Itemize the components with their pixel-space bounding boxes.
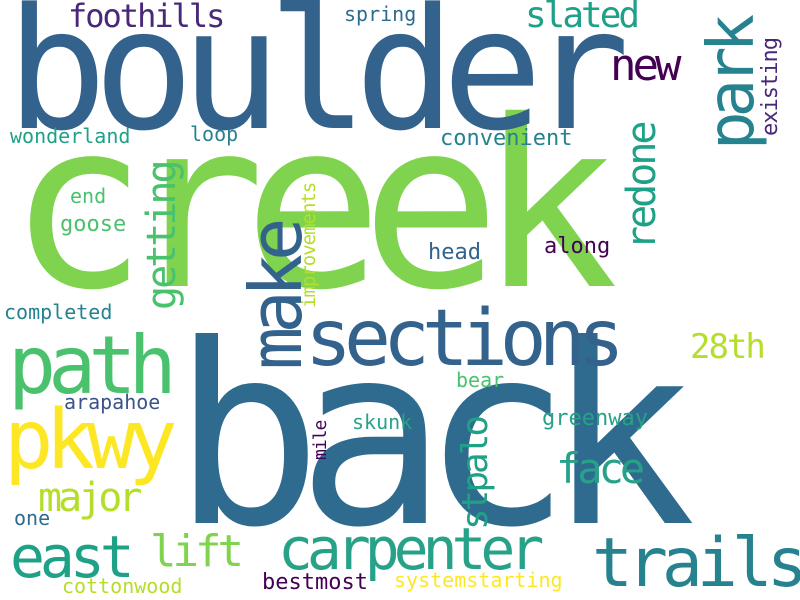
word-improvements: improvements: [298, 182, 320, 308]
word-trails: trails: [592, 524, 800, 600]
word-arapahoe: arapahoe: [64, 390, 161, 414]
word-along: along: [544, 234, 611, 259]
word-east: east: [10, 523, 135, 591]
word-stpalo: stpalo: [455, 417, 496, 530]
word-boulder: boulder: [6, 0, 630, 168]
word-slated: slated: [525, 0, 640, 36]
word-goose: goose: [60, 212, 127, 237]
word-new: new: [610, 40, 682, 91]
word-sections: sections: [305, 294, 625, 384]
word-getting: getting: [139, 162, 185, 310]
word-major: major: [38, 475, 142, 521]
word-path: path: [8, 319, 177, 412]
word-spring: spring: [344, 2, 417, 26]
word-redone: redone: [619, 123, 665, 251]
word-park: park: [695, 19, 769, 150]
word-pkwy: pkwy: [4, 393, 178, 488]
word-back: back: [172, 291, 696, 582]
word-carpenter: carpenter: [278, 515, 544, 583]
word-end: end: [70, 184, 107, 208]
word-foothills: foothills: [68, 0, 225, 35]
word-bear: bear: [456, 368, 505, 392]
word-lift: lift: [150, 526, 244, 577]
word-cottonwood: cottonwood: [62, 574, 183, 598]
word-systemstarting: systemstarting: [394, 568, 563, 592]
word-28th: 28th: [690, 327, 766, 367]
word-greenway: greenway: [542, 406, 648, 431]
word-creek: creek: [8, 71, 618, 341]
word-convenient: convenient: [440, 126, 573, 151]
word-head: head: [428, 240, 481, 265]
word-one: one: [14, 506, 51, 530]
word-mile: mile: [310, 420, 331, 460]
word-loop: loop: [190, 122, 239, 146]
word-wonderland: wonderland: [10, 124, 131, 148]
word-completed: completed: [4, 300, 113, 324]
word-skunk: skunk: [352, 410, 413, 434]
word-existing: existing: [758, 38, 783, 136]
word-bestmost: bestmost: [262, 570, 368, 595]
word-face: face: [556, 444, 645, 493]
